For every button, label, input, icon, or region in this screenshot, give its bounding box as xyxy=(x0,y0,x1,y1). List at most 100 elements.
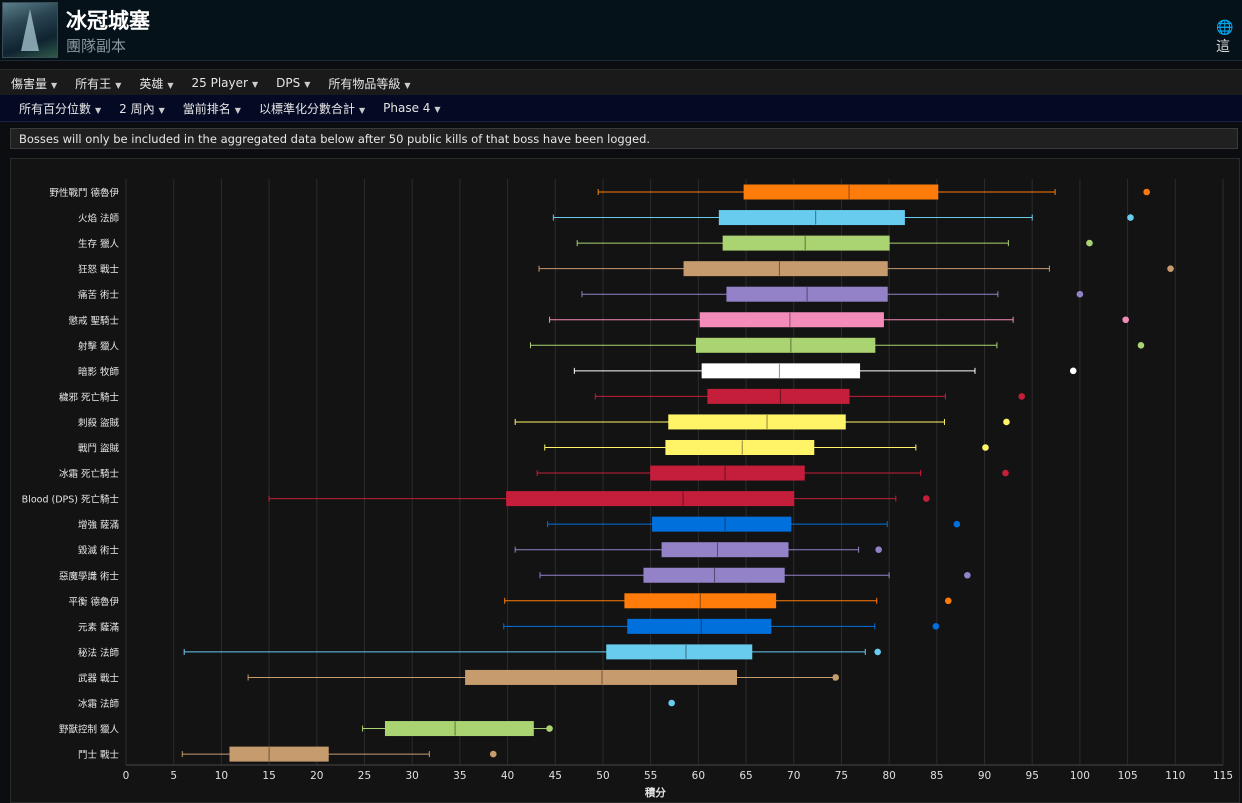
box xyxy=(643,567,785,583)
box xyxy=(650,465,805,481)
x-tick-label: 20 xyxy=(310,770,323,782)
outlier-point xyxy=(932,623,940,630)
outlier-point xyxy=(1167,265,1174,272)
chevron-down-icon: ▼ xyxy=(358,105,366,115)
outlier-point xyxy=(1018,393,1026,400)
category-label: 野獸控制 獵人 xyxy=(59,724,120,736)
chevron-down-icon: ▼ xyxy=(434,105,441,114)
category-label: 冰霜 法師 xyxy=(78,698,120,710)
filter-size[interactable]: 25 Player ▼ xyxy=(191,76,259,90)
x-tick-label: 40 xyxy=(501,770,514,782)
x-tick-label: 0 xyxy=(123,770,130,782)
x-tick-label: 55 xyxy=(644,770,657,782)
filter-item-level[interactable]: 所有物品等級 ▼ xyxy=(328,76,411,91)
category-label: 平衡 德魯伊 xyxy=(68,596,119,608)
box xyxy=(652,516,792,532)
category-label: 狂怒 戰士 xyxy=(78,264,120,276)
x-tick-label: 50 xyxy=(596,770,609,782)
page-title: 冰冠城塞 xyxy=(66,9,150,33)
category-label: 刺殺 盜賊 xyxy=(78,417,120,429)
category-label: 惡魔學識 術士 xyxy=(59,570,120,582)
chart-container: 0 5 10 15 20 25 30 35 40 45 50 55 60 65 70 75 80 85 90 95 10… xyxy=(10,158,1240,803)
filter-percentile[interactable]: 所有百分位數 ▼ xyxy=(19,101,102,116)
outlier-point xyxy=(875,546,882,553)
filter-role[interactable]: DPS ▼ xyxy=(276,76,311,90)
box xyxy=(699,312,884,328)
outlier-point xyxy=(1003,418,1010,426)
outlier-point xyxy=(1137,342,1145,349)
notice-banner: Bosses will only be included in the aggr… xyxy=(10,128,1238,149)
outlier-point xyxy=(1086,239,1093,247)
outlier-point xyxy=(832,674,840,681)
x-tick-label: 25 xyxy=(358,770,371,782)
outlier-point xyxy=(982,444,989,451)
x-tick-label: 5 xyxy=(170,770,177,782)
x-tick-label: 60 xyxy=(692,770,705,782)
chevron-down-icon: ▼ xyxy=(251,80,259,89)
box xyxy=(683,261,888,277)
outlier-point xyxy=(1069,367,1077,375)
filter-ranking[interactable]: 當前排名 ▼ xyxy=(182,101,241,116)
outlier-point xyxy=(944,597,952,605)
chevron-down-icon: ▼ xyxy=(115,80,122,90)
box xyxy=(701,363,861,379)
category-label: 增強 薩滿 xyxy=(78,519,120,531)
x-axis-title: 積分 xyxy=(644,786,666,799)
outlier-point xyxy=(1002,469,1009,477)
page-subtitle: 團隊副本 xyxy=(66,37,127,55)
category-label: 痛苦 術士 xyxy=(78,289,120,301)
outlier-point xyxy=(953,520,961,528)
globe-icon: 🌐 xyxy=(1216,20,1234,36)
x-tick-label: 30 xyxy=(405,770,418,782)
category-label: 火焰 法師 xyxy=(78,213,120,225)
x-tick-label: 10 xyxy=(215,770,228,782)
box xyxy=(465,669,738,685)
chevron-down-icon: ▼ xyxy=(167,80,174,90)
box xyxy=(695,337,876,353)
filter-bar-primary: 傷害量 ▼ 所有王 ▼ 英雄 ▼ 25 Player ▼ DPS ▼ 所有物品等級 ▼ xyxy=(0,69,1242,97)
box xyxy=(506,491,795,507)
boxplot-chart: 0 5 10 15 20 25 30 35 40 45 50 55 60 65 70 75 80 85 90 95 10… xyxy=(22,179,1233,799)
chevron-down-icon: ▼ xyxy=(304,80,311,89)
x-tick-label: 70 xyxy=(787,770,800,782)
x-tick-label: 15 xyxy=(262,770,275,782)
filter-timeframe[interactable]: 2 周內 ▼ xyxy=(119,101,165,116)
language-selector[interactable]: 🌐 這 xyxy=(1216,20,1242,56)
chevron-down-icon: ▼ xyxy=(51,80,58,90)
outlier-point xyxy=(546,725,553,732)
chevron-down-icon: ▼ xyxy=(404,80,411,90)
filter-phase[interactable]: Phase 4 ▼ xyxy=(383,101,441,115)
x-tick-label: 45 xyxy=(549,770,562,782)
outlier-point xyxy=(489,750,497,758)
box xyxy=(726,286,888,302)
filter-metric[interactable]: 傷害量 ▼ xyxy=(11,76,58,91)
category-label: 懲戒 聖騎士 xyxy=(68,315,119,327)
box xyxy=(624,593,777,609)
box xyxy=(627,618,772,634)
x-tick-label: 95 xyxy=(1026,770,1039,782)
category-label: 元素 薩滿 xyxy=(78,621,120,633)
outlier-point xyxy=(1127,214,1134,221)
category-label: 穢邪 死亡騎士 xyxy=(59,391,120,403)
outlier-point xyxy=(874,648,881,656)
x-tick-label: 90 xyxy=(978,770,991,782)
category-label: 毀滅 術士 xyxy=(78,545,120,557)
category-label: 暗影 牧師 xyxy=(78,366,120,378)
box xyxy=(707,388,850,404)
outlier-point xyxy=(1122,316,1130,324)
category-label: 生存 獵人 xyxy=(78,238,120,250)
page-header: 冰冠城塞 團隊副本 🌐 這 xyxy=(0,0,1242,61)
filter-aggregation[interactable]: 以標準化分數合計 ▼ xyxy=(258,101,366,116)
filter-difficulty[interactable]: 英雄 ▼ xyxy=(139,76,174,91)
category-label: 秘法 法師 xyxy=(78,647,120,659)
filter-bosses[interactable]: 所有王 ▼ xyxy=(75,76,122,91)
outlier-point xyxy=(668,699,675,707)
chevron-down-icon: ▼ xyxy=(95,105,102,115)
category-label: 鬥士 戰士 xyxy=(78,749,120,761)
box xyxy=(229,746,329,762)
box xyxy=(718,210,905,226)
box xyxy=(384,721,534,737)
category-label: 武器 戰士 xyxy=(78,672,120,684)
x-tick-label: 100 xyxy=(1070,770,1090,782)
box xyxy=(743,184,939,200)
